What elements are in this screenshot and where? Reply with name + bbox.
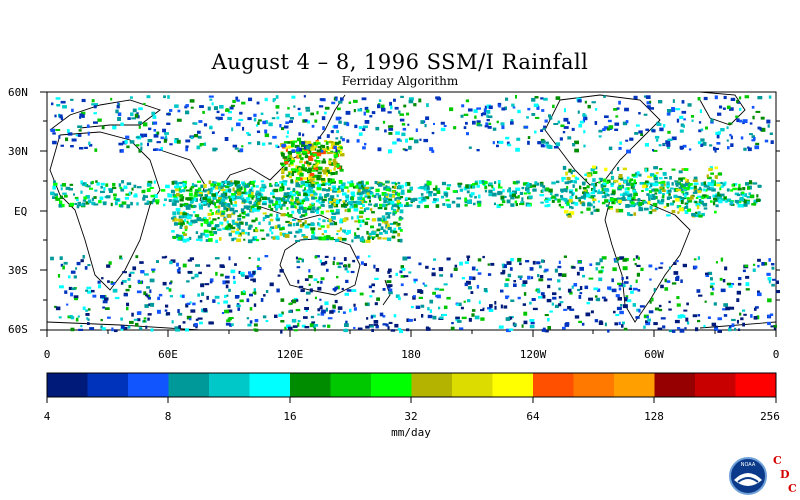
colorbar-label-16: 16 (283, 410, 296, 423)
colorbar-swatch (614, 373, 655, 397)
colorbar-swatch (371, 373, 412, 397)
colorbar-swatch (735, 373, 777, 397)
colorbar-swatch (168, 373, 210, 397)
lat-label-eq: EQ (14, 205, 27, 218)
lon-label-60w: 60W (644, 348, 664, 361)
lon-label-0-left: 0 (44, 348, 51, 361)
colorbar-swatch (492, 373, 534, 397)
lon-label-60e: 60E (158, 348, 178, 361)
lat-label-30n: 30N (8, 145, 28, 158)
cdc-letter-d: D (780, 468, 790, 481)
colorbar-swatch (290, 373, 331, 397)
colorbar-label-128: 128 (644, 410, 664, 423)
colorbar-swatch (87, 373, 129, 397)
lon-label-180: 180 (401, 348, 421, 361)
lat-label-60n: 60N (8, 86, 28, 99)
lat-axis: 60N 30N EQ 30S 60S (8, 86, 28, 336)
colorbar-label-4: 4 (44, 410, 51, 423)
lon-label-120e: 120E (277, 348, 304, 361)
lat-label-60s: 60S (8, 323, 28, 336)
colorbar-swatch (695, 373, 736, 397)
lon-label-0-right: 0 (773, 348, 780, 361)
colorbar-swatch (452, 373, 493, 397)
colorbar-label-32: 32 (404, 410, 417, 423)
colorbar-label-64: 64 (526, 410, 540, 423)
colorbar-label-8: 8 (165, 410, 172, 423)
colorbar-labels: 4 8 16 32 64 128 256 mm/day (44, 410, 780, 439)
colorbar-swatch (411, 373, 453, 397)
rainfall-layer (50, 95, 780, 334)
colorbar-swatch (573, 373, 615, 397)
noaa-cdc-logo: NOAA C D C (729, 454, 797, 495)
lon-axis: 0 60E 120E 180 120W 60W 0 (44, 348, 780, 361)
lon-ticks (46, 330, 777, 337)
colorbar (47, 373, 777, 397)
colorbar-swatch (128, 373, 169, 397)
colorbar-swatch (533, 373, 574, 397)
map-subtitle: Ferriday Algorithm (341, 74, 459, 88)
colorbar-unit: mm/day (391, 426, 431, 439)
map-title: August 4 – 8, 1996 SSM/I Rainfall (211, 50, 589, 74)
lon-label-120w: 120W (520, 348, 547, 361)
colorbar-swatch (249, 373, 291, 397)
colorbar-ticks (46, 397, 777, 403)
colorbar-swatch (209, 373, 250, 397)
lat-ticks (40, 91, 780, 331)
colorbar-swatch (654, 373, 696, 397)
colorbar-label-256: 256 (760, 410, 780, 423)
colorbar-swatch (47, 373, 88, 397)
noaa-text: NOAA (741, 462, 756, 468)
colorbar-swatch (330, 373, 372, 397)
cdc-letter-c1: C (773, 454, 782, 467)
cdc-letter-c2: C (788, 482, 797, 495)
lat-label-30s: 30S (8, 264, 28, 277)
